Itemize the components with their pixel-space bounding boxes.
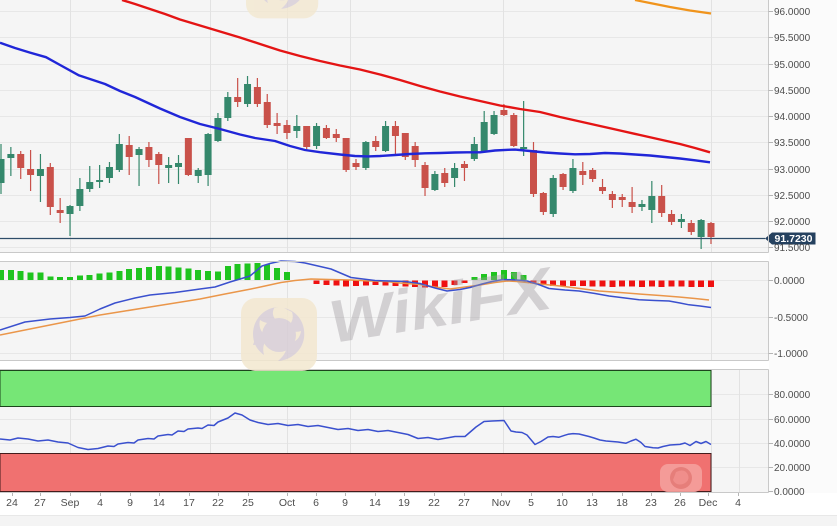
svg-text:5: 5 (528, 497, 534, 509)
svg-text:92.0000: 92.0000 (774, 217, 811, 228)
svg-text:93.5000: 93.5000 (774, 138, 811, 149)
svg-text:13: 13 (586, 497, 598, 509)
svg-text:-0.5000: -0.5000 (774, 313, 808, 324)
svg-text:80.0000: 80.0000 (774, 390, 811, 401)
svg-text:17: 17 (183, 497, 195, 509)
svg-text:10: 10 (556, 497, 568, 509)
svg-text:92.5000: 92.5000 (774, 191, 811, 202)
svg-text:93.0000: 93.0000 (774, 165, 811, 176)
svg-text:91.7230: 91.7230 (775, 233, 813, 245)
svg-text:4: 4 (97, 497, 103, 509)
svg-text:18: 18 (616, 497, 628, 509)
svg-text:95.5000: 95.5000 (774, 33, 811, 44)
svg-text:26: 26 (674, 497, 686, 509)
svg-text:27: 27 (34, 497, 46, 509)
svg-text:94.0000: 94.0000 (774, 112, 811, 123)
svg-text:20.0000: 20.0000 (774, 463, 811, 474)
svg-text:25: 25 (242, 497, 254, 509)
svg-text:19: 19 (398, 497, 410, 509)
svg-text:0.0000: 0.0000 (774, 276, 805, 287)
svg-text:-1.0000: -1.0000 (774, 349, 808, 360)
svg-text:4: 4 (735, 497, 741, 509)
svg-text:Dec: Dec (699, 497, 718, 509)
svg-text:9: 9 (342, 497, 348, 509)
svg-text:94.5000: 94.5000 (774, 86, 811, 97)
svg-text:60.0000: 60.0000 (774, 415, 811, 426)
svg-text:95.0000: 95.0000 (774, 60, 811, 71)
svg-text:22: 22 (428, 497, 440, 509)
svg-text:22: 22 (212, 497, 224, 509)
svg-text:9: 9 (127, 497, 133, 509)
svg-text:0.0000: 0.0000 (774, 487, 805, 498)
svg-text:24: 24 (6, 497, 18, 509)
svg-text:6: 6 (313, 497, 319, 509)
svg-text:91.5000: 91.5000 (774, 243, 811, 254)
svg-text:14: 14 (369, 497, 381, 509)
svg-text:96.0000: 96.0000 (774, 7, 811, 18)
svg-text:Oct: Oct (279, 497, 295, 509)
svg-text:14: 14 (153, 497, 165, 509)
svg-text:Nov: Nov (492, 497, 511, 509)
svg-text:23: 23 (645, 497, 657, 509)
svg-text:Sep: Sep (61, 497, 80, 509)
svg-text:27: 27 (458, 497, 470, 509)
svg-text:40.0000: 40.0000 (774, 439, 811, 450)
